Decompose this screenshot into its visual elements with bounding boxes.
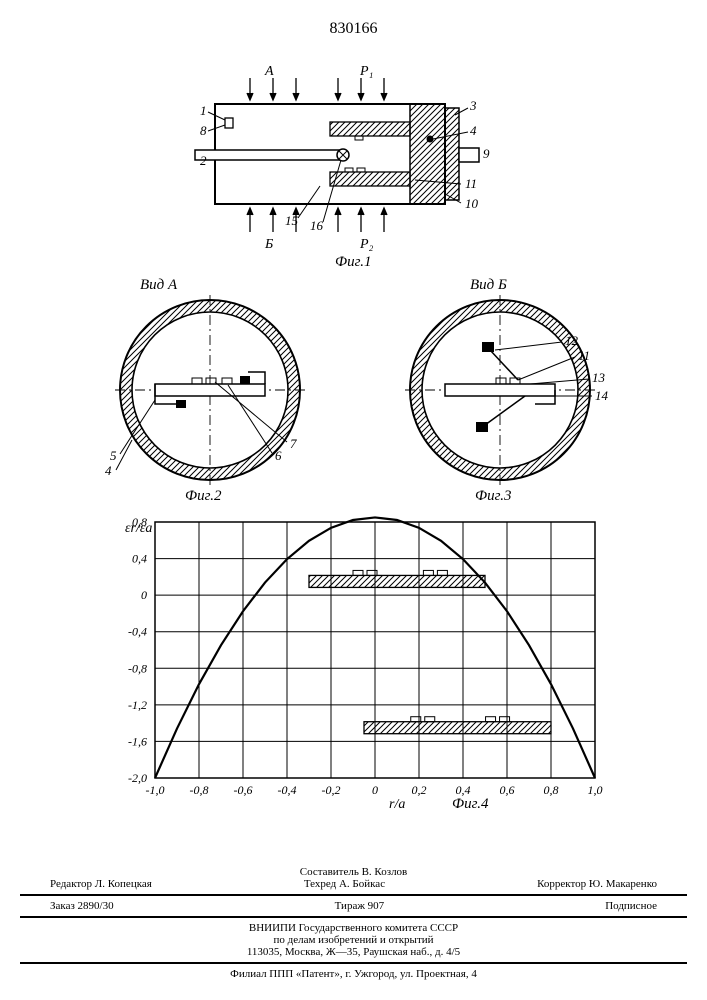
document-number: 830166 [330,20,378,38]
svg-text:-0,4: -0,4 [128,625,147,639]
org-line-1: ВНИИПИ Государственного комитета СССР [20,922,687,934]
callout-11: 11 [465,176,477,191]
fig3-title: Вид Б [470,277,507,293]
svg-text:0,2: 0,2 [412,783,427,797]
techred-line: Техред А. Бойкас [304,878,385,890]
callout-6: 6 [275,448,282,463]
svg-text:-0,4: -0,4 [278,783,297,797]
fig1-rod [195,150,340,160]
callout-12: 12 [565,333,579,348]
tirazh-line: Тираж 907 [335,900,385,912]
figure-4-chart: -1,0 -0,8 -0,6 -0,4 -0,2 0 0,2 0,4 0,6 0,8 1,0 -2,0… [100,510,640,850]
podpis-line: Подписное [605,900,657,912]
view-label-b: Б [264,237,273,252]
svg-text:-1,0: -1,0 [146,783,165,797]
page-footer: Составитель В. Козлов Редактор Л. Копецк… [20,866,687,980]
svg-text:Фиг.4: Фиг.4 [452,796,489,812]
svg-text:0,4: 0,4 [132,552,147,566]
callout-11b: 11 [578,348,590,363]
svg-text:0: 0 [141,588,147,602]
addr-line-2: Филиал ППП «Патент», г. Ужгород, ул. Про… [20,968,687,980]
svg-text:0: 0 [372,783,378,797]
svg-text:εr/εa: εr/εa [125,521,152,536]
pressure-label-p2: P₂ [359,237,374,252]
figure-1: А P₁ [155,60,555,270]
callout-14: 14 [595,388,609,403]
callout-16: 16 [310,218,324,233]
svg-text:-0,8: -0,8 [190,783,209,797]
svg-text:-0,2: -0,2 [322,783,341,797]
callout-13: 13 [592,370,606,385]
callout-10: 10 [465,196,479,211]
callout-1: 1 [200,103,207,118]
callout-3: 3 [469,98,477,113]
editor-line: Редактор Л. Копецкая [50,878,152,890]
order-line: Заказ 2890/30 [50,900,114,912]
callout-8: 8 [200,123,207,138]
fig3-caption: Фиг.3 [475,488,511,504]
callout-9: 9 [483,146,490,161]
org-line-2: по делам изобретений и открытий [20,934,687,946]
view-label-a: А [264,64,274,79]
svg-text:0,4: 0,4 [456,783,471,797]
callout-4b: 4 [105,463,112,478]
svg-text:-0,6: -0,6 [234,783,253,797]
svg-text:0,6: 0,6 [500,783,515,797]
callout-2: 2 [200,153,207,168]
svg-text:0,8: 0,8 [544,783,559,797]
callout-5: 5 [110,448,117,463]
svg-text:r/a: r/a [389,797,405,812]
svg-text:-1,6: -1,6 [128,734,147,748]
svg-text:1,0: 1,0 [588,783,603,797]
svg-text:-0,8: -0,8 [128,661,147,675]
callout-4: 4 [470,123,477,138]
fig1-caption: Фиг.1 [335,254,371,270]
fig2-caption: Фиг.2 [185,488,222,504]
addr-line-1: 113035, Москва, Ж—35, Раушская наб., д. … [20,946,687,958]
compiler-line: Составитель В. Козлов [20,866,687,878]
pressure-label-p1: P₁ [359,64,373,79]
callout-15: 15 [285,213,299,228]
fig2-title: Вид А [140,277,178,293]
callout-7: 7 [290,436,297,451]
corrector-line: Корректор Ю. Макаренко [537,878,657,890]
svg-text:-2,0: -2,0 [128,771,147,785]
svg-text:-1,2: -1,2 [128,698,147,712]
figures-2-3: Вид А Вид Б [80,275,640,505]
